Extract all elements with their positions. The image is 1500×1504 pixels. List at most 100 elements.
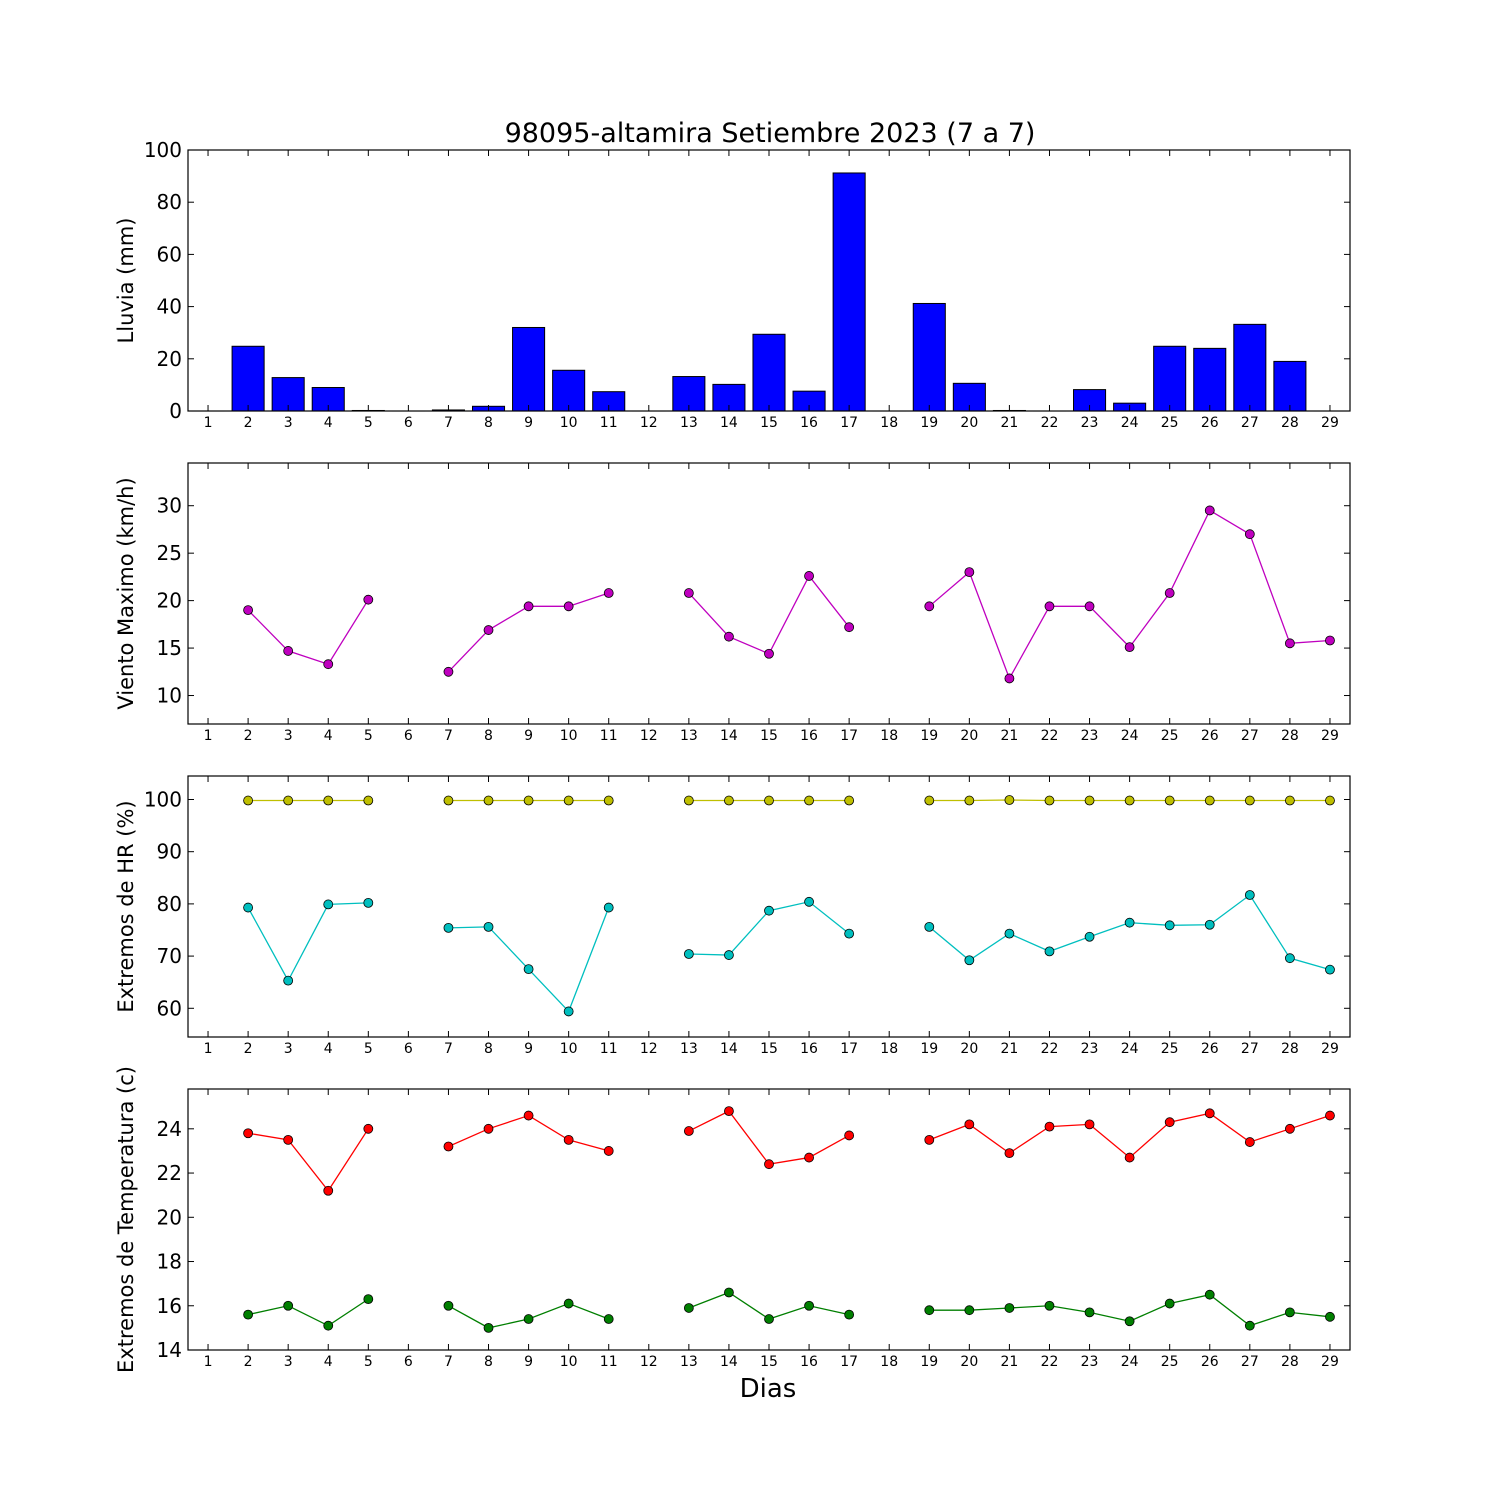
series-2-point-day-2 — [244, 903, 253, 912]
series-1-point-day-22 — [1045, 1122, 1054, 1131]
x-tick-label: 26 — [1201, 1041, 1219, 1057]
series-1-point-day-3 — [284, 1135, 293, 1144]
series-2-point-day-8 — [484, 922, 493, 931]
series-1-point-day-29 — [1325, 636, 1334, 645]
series-2-point-day-19 — [925, 1306, 934, 1315]
series-2-point-day-14 — [724, 951, 733, 960]
x-tick-label: 27 — [1241, 1354, 1259, 1370]
series-2-point-day-28 — [1285, 1308, 1294, 1317]
x-tick-label: 13 — [680, 1354, 698, 1370]
x-tick-label: 9 — [524, 415, 533, 431]
x-tick-label: 19 — [920, 1354, 938, 1370]
x-tick-label: 1 — [204, 728, 213, 744]
series-1-point-day-26 — [1205, 796, 1214, 805]
series-2-point-day-5 — [364, 898, 373, 907]
x-tick-label: 4 — [324, 728, 333, 744]
y-tick-label: 0 — [169, 399, 182, 423]
x-tick-label: 18 — [880, 1354, 898, 1370]
x-tick-label: 15 — [760, 1041, 778, 1057]
x-tick-label: 7 — [444, 728, 453, 744]
x-tick-label: 4 — [324, 415, 333, 431]
series-1-point-day-11 — [604, 1146, 613, 1155]
bar-day-10 — [553, 370, 585, 411]
x-tick-label: 24 — [1121, 415, 1139, 431]
y-tick-label: 20 — [157, 589, 182, 613]
x-tick-label: 23 — [1081, 1354, 1099, 1370]
x-axis-label: Dias — [740, 1374, 797, 1404]
x-tick-label: 9 — [524, 1354, 533, 1370]
series-1-point-day-14 — [724, 1107, 733, 1116]
series-1-point-day-4 — [324, 660, 333, 669]
y-tick-label: 100 — [144, 787, 182, 811]
x-tick-label: 21 — [1000, 728, 1018, 744]
x-tick-label: 12 — [640, 1354, 658, 1370]
series-1-point-day-19 — [925, 602, 934, 611]
x-tick-label: 25 — [1161, 728, 1179, 744]
series-1-point-day-17 — [845, 623, 854, 632]
series-2-point-day-25 — [1165, 921, 1174, 930]
series-1-point-day-20 — [965, 1120, 974, 1129]
x-tick-label: 19 — [920, 728, 938, 744]
series-2-point-day-16 — [805, 1301, 814, 1310]
series-2-point-day-27 — [1245, 1321, 1254, 1330]
x-tick-label: 1 — [204, 1354, 213, 1370]
x-tick-label: 23 — [1081, 415, 1099, 431]
x-tick-label: 7 — [444, 1354, 453, 1370]
series-2-point-day-16 — [805, 897, 814, 906]
x-tick-label: 12 — [640, 415, 658, 431]
x-tick-label: 9 — [524, 1041, 533, 1057]
x-tick-label: 23 — [1081, 728, 1099, 744]
y-tick-label: 22 — [157, 1161, 182, 1185]
series-1-point-day-4 — [324, 1186, 333, 1195]
x-tick-label: 21 — [1000, 415, 1018, 431]
x-tick-label: 5 — [364, 1041, 373, 1057]
series-2-point-day-23 — [1085, 932, 1094, 941]
x-tick-label: 26 — [1201, 728, 1219, 744]
x-tick-label: 17 — [840, 415, 858, 431]
y-tick-label: 80 — [157, 190, 182, 214]
x-tick-label: 11 — [600, 1041, 618, 1057]
series-2-point-day-24 — [1125, 918, 1134, 927]
y-tick-label: 25 — [157, 541, 182, 565]
series-2-point-day-2 — [244, 1310, 253, 1319]
x-tick-label: 13 — [680, 728, 698, 744]
series-1-point-day-27 — [1245, 1138, 1254, 1147]
series-2-point-day-3 — [284, 976, 293, 985]
x-tick-label: 28 — [1281, 728, 1299, 744]
x-tick-label: 19 — [920, 1041, 938, 1057]
y-tick-label: 14 — [157, 1338, 182, 1362]
series-2-point-day-13 — [684, 1303, 693, 1312]
series-1-point-day-11 — [604, 796, 613, 805]
series-1-point-day-8 — [484, 1124, 493, 1133]
x-tick-label: 10 — [560, 728, 578, 744]
series-1-point-day-29 — [1325, 1111, 1334, 1120]
series-2-point-day-29 — [1325, 1312, 1334, 1321]
y-tick-label: 80 — [157, 892, 182, 916]
x-tick-label: 8 — [484, 1354, 493, 1370]
x-tick-label: 24 — [1121, 728, 1139, 744]
y-tick-label: 40 — [157, 295, 182, 319]
y-tick-label: 100 — [144, 138, 182, 162]
series-1-point-day-3 — [284, 646, 293, 655]
series-1-point-day-13 — [684, 796, 693, 805]
x-tick-label: 14 — [720, 1041, 738, 1057]
series-1-point-day-8 — [484, 626, 493, 635]
series-1-point-day-26 — [1205, 506, 1214, 515]
x-tick-label: 6 — [404, 1041, 413, 1057]
series-2-point-day-21 — [1005, 1303, 1014, 1312]
x-tick-label: 28 — [1281, 1041, 1299, 1057]
series-1-point-day-9 — [524, 602, 533, 611]
series-2-point-day-17 — [845, 1310, 854, 1319]
x-tick-label: 3 — [284, 415, 293, 431]
series-1-point-day-14 — [724, 796, 733, 805]
series-1-point-day-23 — [1085, 796, 1094, 805]
series-1-point-day-7 — [444, 796, 453, 805]
y-tick-label: 15 — [157, 636, 182, 660]
x-tick-label: 18 — [880, 415, 898, 431]
x-tick-label: 24 — [1121, 1041, 1139, 1057]
x-tick-label: 16 — [800, 728, 818, 744]
bar-day-9 — [513, 327, 545, 411]
x-tick-label: 8 — [484, 415, 493, 431]
x-tick-label: 11 — [600, 728, 618, 744]
